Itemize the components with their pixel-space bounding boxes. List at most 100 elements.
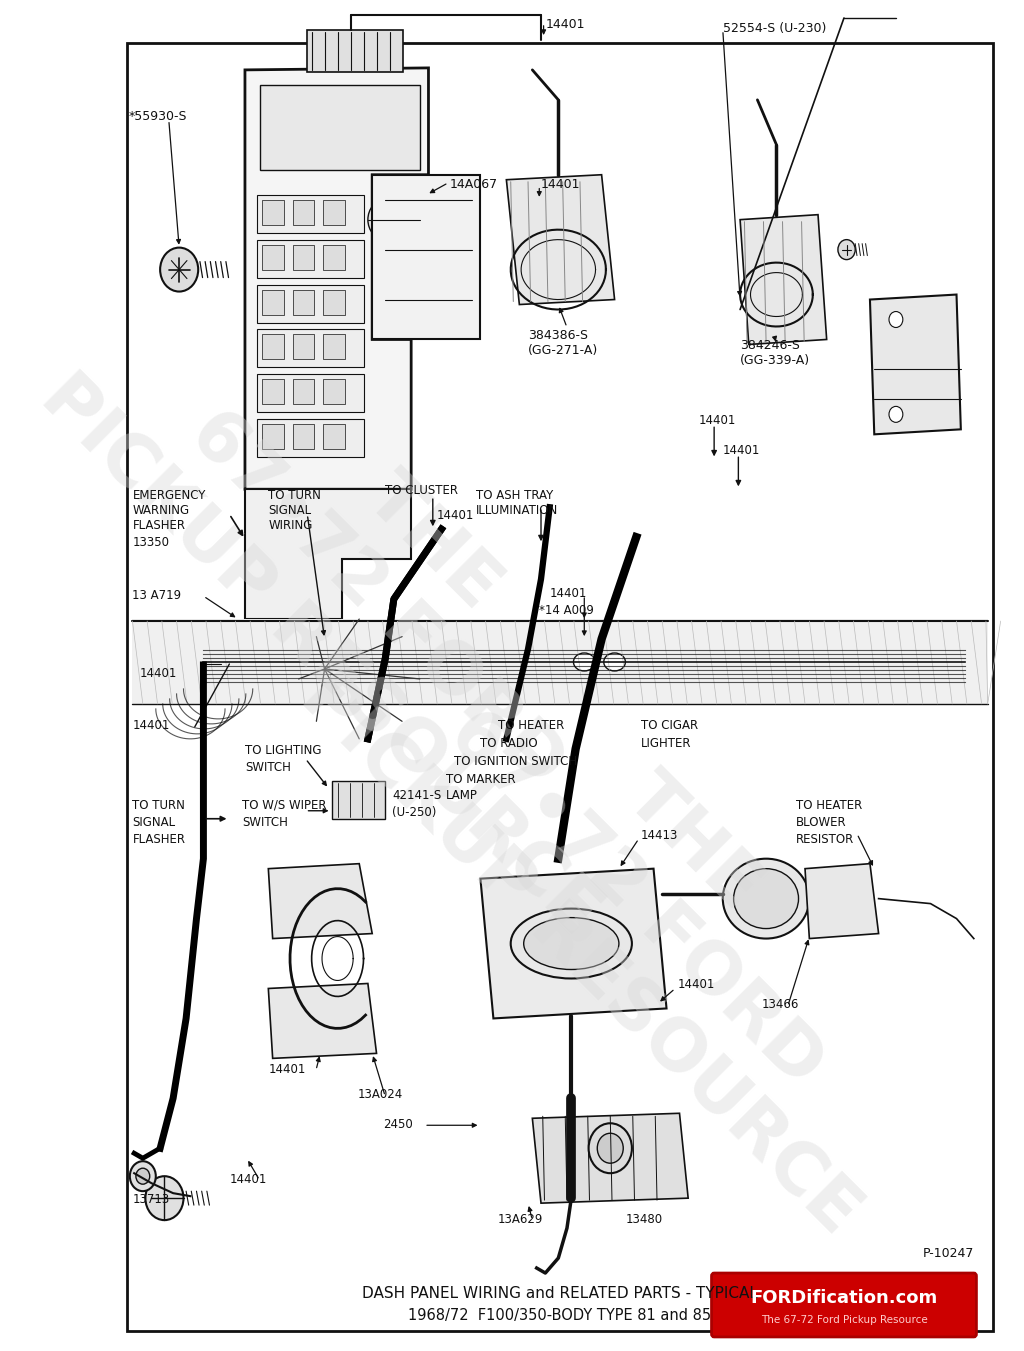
- Text: RESISTOR: RESISTOR: [797, 832, 855, 846]
- Text: DASH PANEL WIRING and RELATED PARTS - TYPICAL: DASH PANEL WIRING and RELATED PARTS - TY…: [362, 1286, 758, 1301]
- Polygon shape: [372, 174, 480, 339]
- Text: The 67-72 Ford Pickup Resource: The 67-72 Ford Pickup Resource: [761, 1315, 928, 1325]
- Text: (GG-271-A): (GG-271-A): [528, 345, 598, 358]
- Text: 13A024: 13A024: [357, 1089, 402, 1101]
- Polygon shape: [257, 419, 364, 457]
- Text: FLASHER: FLASHER: [132, 832, 185, 846]
- Text: 14401: 14401: [550, 588, 587, 600]
- Circle shape: [889, 407, 903, 423]
- Text: THE
67•72 FORD
PICKUP RESOURCE: THE 67•72 FORD PICKUP RESOURCE: [28, 250, 726, 948]
- Polygon shape: [245, 489, 412, 619]
- Circle shape: [160, 247, 199, 292]
- Text: LAMP: LAMP: [445, 789, 477, 801]
- Text: TO TURN: TO TURN: [132, 798, 185, 812]
- Text: 14401: 14401: [678, 978, 715, 992]
- Polygon shape: [257, 239, 364, 277]
- Polygon shape: [293, 335, 314, 359]
- Text: EMERGENCY: EMERGENCY: [132, 489, 206, 503]
- Polygon shape: [293, 200, 314, 224]
- Ellipse shape: [604, 653, 626, 671]
- Circle shape: [130, 1162, 156, 1192]
- Text: SWITCH: SWITCH: [245, 761, 291, 774]
- Text: WARNING: WARNING: [132, 504, 189, 517]
- Polygon shape: [532, 1113, 688, 1204]
- Polygon shape: [805, 863, 879, 939]
- Polygon shape: [262, 245, 284, 270]
- Polygon shape: [262, 424, 284, 450]
- Polygon shape: [480, 869, 667, 1019]
- Text: 14401: 14401: [698, 415, 736, 427]
- Text: TO W/S WIPER: TO W/S WIPER: [243, 798, 327, 812]
- Text: (GG-339-A): (GG-339-A): [740, 354, 810, 367]
- Text: *14 A009: *14 A009: [540, 604, 594, 617]
- Text: 14413: 14413: [641, 828, 678, 842]
- Polygon shape: [268, 984, 377, 1058]
- Text: TO CIGAR: TO CIGAR: [641, 719, 697, 732]
- Polygon shape: [260, 85, 420, 170]
- Text: FLASHER: FLASHER: [132, 519, 185, 532]
- Circle shape: [145, 1177, 183, 1220]
- Ellipse shape: [511, 909, 632, 978]
- Text: 13480: 13480: [626, 1213, 663, 1227]
- Polygon shape: [323, 245, 344, 270]
- Polygon shape: [293, 289, 314, 315]
- Text: 14A067: 14A067: [451, 178, 499, 190]
- Circle shape: [597, 1133, 624, 1163]
- Text: 14401: 14401: [437, 509, 474, 523]
- Text: 14401: 14401: [546, 18, 585, 31]
- Ellipse shape: [723, 859, 809, 939]
- Polygon shape: [257, 195, 364, 232]
- Polygon shape: [268, 863, 372, 939]
- Polygon shape: [307, 30, 402, 72]
- Text: TO IGNITION SWITCH: TO IGNITION SWITCH: [455, 755, 578, 767]
- Text: TO CLUSTER: TO CLUSTER: [385, 484, 458, 497]
- Polygon shape: [293, 245, 314, 270]
- Circle shape: [889, 312, 903, 327]
- Text: BLOWER: BLOWER: [797, 816, 847, 828]
- Text: 384386-S: 384386-S: [528, 330, 588, 343]
- Text: TO ASH TRAY: TO ASH TRAY: [476, 489, 553, 503]
- Polygon shape: [740, 215, 826, 345]
- Text: 13713: 13713: [132, 1193, 170, 1206]
- Text: 13 A719: 13 A719: [132, 589, 181, 603]
- Ellipse shape: [733, 869, 799, 928]
- Text: 1968/72  F100/350-BODY TYPE 81 and 85: 1968/72 F100/350-BODY TYPE 81 and 85: [409, 1309, 712, 1324]
- Circle shape: [368, 200, 402, 239]
- Polygon shape: [332, 781, 385, 819]
- Text: *55930-S: *55930-S: [129, 109, 187, 123]
- Polygon shape: [262, 380, 284, 404]
- Polygon shape: [262, 200, 284, 224]
- Text: 13466: 13466: [762, 998, 799, 1012]
- Polygon shape: [257, 330, 364, 367]
- Polygon shape: [262, 335, 284, 359]
- Text: TO HEATER: TO HEATER: [498, 719, 564, 732]
- Ellipse shape: [573, 653, 595, 671]
- Text: 13A629: 13A629: [498, 1213, 543, 1227]
- Ellipse shape: [523, 917, 618, 970]
- Polygon shape: [870, 295, 961, 434]
- Polygon shape: [323, 200, 344, 224]
- Polygon shape: [245, 68, 428, 489]
- Circle shape: [589, 1123, 632, 1173]
- Text: TO HEATER: TO HEATER: [797, 798, 862, 812]
- Text: SIGNAL: SIGNAL: [132, 816, 175, 828]
- Polygon shape: [293, 380, 314, 404]
- Text: TO RADIO: TO RADIO: [480, 736, 538, 750]
- Polygon shape: [257, 374, 364, 412]
- Polygon shape: [323, 335, 344, 359]
- Text: 14401: 14401: [541, 178, 581, 190]
- Text: TO LIGHTING: TO LIGHTING: [245, 744, 322, 757]
- Text: 42141-S: 42141-S: [392, 789, 441, 801]
- Bar: [132, 619, 988, 704]
- Polygon shape: [293, 424, 314, 450]
- Text: 14401: 14401: [139, 667, 177, 680]
- Polygon shape: [323, 289, 344, 315]
- Text: TO MARKER: TO MARKER: [445, 773, 515, 786]
- Text: 14401: 14401: [723, 444, 760, 458]
- Polygon shape: [323, 424, 344, 450]
- Text: 14401: 14401: [268, 1063, 306, 1077]
- Polygon shape: [507, 174, 614, 304]
- Circle shape: [838, 239, 855, 259]
- Text: LIGHTER: LIGHTER: [641, 736, 691, 750]
- Text: 384246-S: 384246-S: [740, 339, 800, 353]
